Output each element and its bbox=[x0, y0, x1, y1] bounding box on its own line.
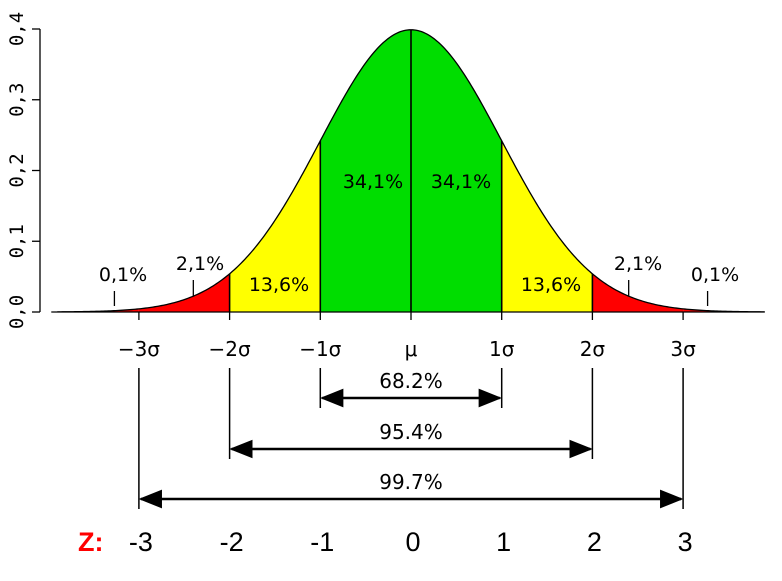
sigma-tick-label-0: −3σ bbox=[118, 337, 160, 361]
axes: 0,0 0,1 0,2 0,3 0,4 −3σ −2σ −1σ μ 1σ 2σ 3σ bbox=[6, 12, 765, 361]
region-fill-3 bbox=[320, 29, 411, 312]
z-value-1: -2 bbox=[220, 527, 244, 557]
region-labels: 0,1% 2,1% 13,6% 34,1% 34,1% 13,6% 2,1% 0,1% bbox=[99, 171, 739, 306]
y-tick-label-4: 0,4 bbox=[6, 12, 28, 46]
z-value-5: 2 bbox=[587, 527, 602, 557]
range-label-0: 68.2% bbox=[379, 369, 443, 393]
range-label-1: 95.4% bbox=[379, 420, 443, 444]
y-tick-label-3: 0,3 bbox=[6, 83, 28, 117]
z-value-4: 1 bbox=[496, 527, 511, 557]
region-fill-1 bbox=[138, 273, 230, 312]
region-label-3: 34,1% bbox=[343, 171, 403, 193]
region-dividers bbox=[228, 29, 594, 312]
region-label-1: 2,1% bbox=[176, 253, 224, 275]
region-label-2: 13,6% bbox=[249, 274, 309, 296]
region-fill-7 bbox=[683, 308, 765, 312]
bell-curve bbox=[57, 29, 765, 313]
region-label-4: 34,1% bbox=[431, 171, 491, 193]
z-value-6: 3 bbox=[678, 527, 693, 557]
region-fill-0 bbox=[57, 308, 139, 312]
sigma-tick-label-5: 2σ bbox=[580, 337, 606, 361]
region-label-6: 2,1% bbox=[614, 253, 662, 275]
z-label: Z: bbox=[78, 527, 103, 557]
z-value-0: -3 bbox=[129, 527, 153, 557]
y-tick-label-2: 0,2 bbox=[6, 153, 28, 187]
range-label-2: 99.7% bbox=[379, 470, 443, 494]
region-label-0: 0,1% bbox=[99, 264, 147, 286]
sigma-tick-label-1: −2σ bbox=[209, 337, 251, 361]
region-label-5: 13,6% bbox=[521, 274, 581, 296]
z-score-row: Z: -3 -2 -1 0 1 2 3 bbox=[78, 527, 693, 557]
region-fill-4 bbox=[411, 29, 502, 312]
sigma-tick-label-4: 1σ bbox=[489, 337, 515, 361]
z-value-3: 0 bbox=[405, 527, 420, 557]
percent-ranges: 68.2% 95.4% 99.7% bbox=[138, 368, 684, 509]
sigma-tick-label-6: 3σ bbox=[670, 337, 696, 361]
y-tick-label-1: 0,1 bbox=[6, 224, 28, 258]
sigma-tick-label-3: μ bbox=[405, 337, 418, 361]
sigma-tick-label-2: −1σ bbox=[299, 337, 341, 361]
y-tick-label-0: 0,0 bbox=[6, 295, 28, 329]
z-value-2: -1 bbox=[310, 527, 334, 557]
region-fill-6 bbox=[592, 273, 684, 312]
region-label-7: 0,1% bbox=[691, 264, 739, 286]
